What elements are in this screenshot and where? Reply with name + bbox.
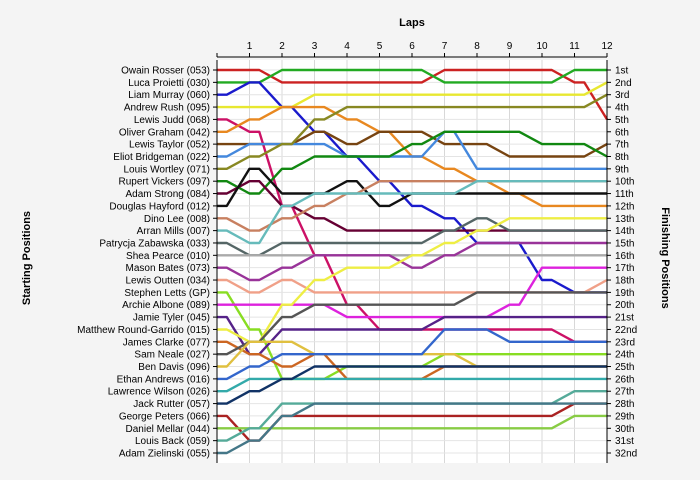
series-line-32 — [217, 402, 607, 455]
starting-position-label: Douglas Hayford (012) — [109, 201, 210, 212]
x-tick-label: 2 — [279, 41, 285, 52]
starting-position-label: Arran Mills (007) — [137, 226, 210, 237]
series-line-17 — [217, 241, 607, 282]
series-line-24 — [217, 291, 607, 356]
starting-position-label: Adam Zielinski (055) — [119, 449, 210, 460]
starting-position-label: Lewis Judd (068) — [134, 115, 210, 126]
x-axis-title: Laps — [399, 17, 425, 29]
finishing-position-label: 23rd — [615, 337, 635, 348]
starting-position-label: Louis Back (059) — [135, 436, 210, 447]
finishing-position-label: 4th — [615, 103, 629, 114]
series-lines — [217, 68, 609, 455]
finishing-position-label: 17th — [615, 263, 634, 274]
finishing-position-label: 29th — [615, 411, 634, 422]
finishing-position-label: 8th — [615, 152, 629, 163]
series-line-1 — [217, 68, 609, 121]
finishing-position-label: 7th — [615, 140, 629, 151]
x-tick-label: 9 — [507, 41, 513, 52]
finishing-position-label: 25th — [615, 362, 634, 373]
series-line-30 — [217, 414, 607, 430]
starting-position-label: Louis Wortley (071) — [123, 164, 210, 175]
starting-position-label: Andrew Rush (095) — [124, 103, 210, 114]
starting-position-label: Stephen Letts (GP) — [124, 288, 210, 299]
starting-position-label: Mason Bates (073) — [126, 263, 211, 274]
x-tick-label: 7 — [442, 41, 448, 52]
y-axis-left-title: Starting Positions — [21, 211, 33, 305]
starting-position-label: Matthew Round-Garrido (015) — [77, 325, 210, 336]
starting-position-label: Jamie Tyler (045) — [133, 313, 210, 324]
finishing-position-label: 6th — [615, 127, 629, 138]
starting-position-label: Liam Murray (060) — [128, 90, 210, 101]
series-line-26 — [217, 328, 607, 381]
starting-position-label: James Clarke (077) — [123, 337, 210, 348]
finishing-position-label: 19th — [615, 288, 634, 299]
series-line-21 — [217, 315, 607, 356]
x-tick-label: 5 — [377, 41, 383, 52]
finishing-position-label: 18th — [615, 276, 634, 287]
starting-position-label: Lewis Outten (034) — [126, 276, 211, 287]
series-line-28 — [217, 365, 607, 405]
starting-position-label: Daniel Mellar (044) — [126, 424, 210, 435]
x-tick-label: 6 — [409, 41, 415, 52]
starting-position-label: George Peters (066) — [119, 411, 210, 422]
finishing-position-label: 26th — [615, 374, 634, 385]
finishing-position-label: 1st — [615, 66, 629, 77]
finishing-position-label: 2nd — [615, 78, 632, 89]
starting-position-label: Shea Pearce (010) — [126, 251, 210, 262]
finishing-position-label: 13th — [615, 214, 634, 225]
x-tick-label: 1 — [247, 41, 253, 52]
y-axis-right-title: Finishing Positions — [659, 207, 671, 308]
finishing-position-label: 22nd — [615, 325, 637, 336]
finishing-position-label: 14th — [615, 226, 634, 237]
finishing-position-label: 30th — [615, 424, 634, 435]
finishing-position-label: 32nd — [615, 449, 637, 460]
finishing-position-label: 31st — [615, 436, 634, 447]
starting-position-label: Dino Lee (008) — [144, 214, 210, 225]
starting-position-label: Adam Strong (084) — [126, 189, 211, 200]
x-tick-label: 11 — [569, 41, 580, 52]
series-line-14 — [217, 179, 607, 245]
finishing-position-label: 27th — [615, 387, 634, 398]
finishing-position-label: 20th — [615, 300, 634, 311]
finishing-position-label: 9th — [615, 164, 629, 175]
series-line-2 — [217, 68, 607, 84]
x-tick-label: 4 — [344, 41, 350, 52]
series-line-10 — [217, 130, 608, 195]
finishing-position-label: 11th — [615, 189, 634, 200]
finishing-position-label: 21st — [615, 313, 634, 324]
finishing-position-label: 16th — [615, 251, 634, 262]
axis-ticks — [213, 53, 611, 463]
finishing-position-label: 10th — [615, 177, 634, 188]
finishing-position-label: 3rd — [615, 90, 629, 101]
series-line-9 — [217, 93, 608, 171]
starting-position-label: Eliot Bridgeman (022) — [113, 152, 210, 163]
series-line-22 — [217, 217, 607, 343]
starting-position-label: Patrycja Zabawska (033) — [99, 238, 210, 249]
starting-position-label: Lawrence Wilson (026) — [108, 387, 210, 398]
starting-position-label: Ben Davis (096) — [138, 362, 210, 373]
finishing-position-label: 28th — [615, 399, 634, 410]
starting-position-label: Lewis Taylor (052) — [129, 140, 210, 151]
starting-position-label: Sam Neale (027) — [134, 350, 210, 361]
x-tick-label: 8 — [474, 41, 480, 52]
starting-position-label: Luca Proietti (030) — [128, 78, 210, 89]
finishing-position-label: 24th — [615, 350, 634, 361]
finishing-position-label: 12th — [615, 201, 634, 212]
finishing-position-label: 15th — [615, 238, 634, 249]
x-tick-label: 3 — [312, 41, 318, 52]
starting-position-label: Jack Rutter (057) — [133, 399, 210, 410]
x-tick-label: 10 — [536, 41, 548, 52]
x-tick-label: 12 — [601, 41, 613, 52]
starting-position-label: Owain Rosser (053) — [121, 66, 210, 77]
starting-position-label: Rupert Vickers (097) — [118, 177, 210, 188]
finishing-position-label: 5th — [615, 115, 629, 126]
series-line-15 — [217, 217, 607, 257]
starting-position-label: Archie Albone (089) — [122, 300, 210, 311]
starting-position-label: Ethan Andrews (016) — [117, 374, 210, 385]
starting-position-label: Oliver Graham (042) — [119, 127, 210, 138]
